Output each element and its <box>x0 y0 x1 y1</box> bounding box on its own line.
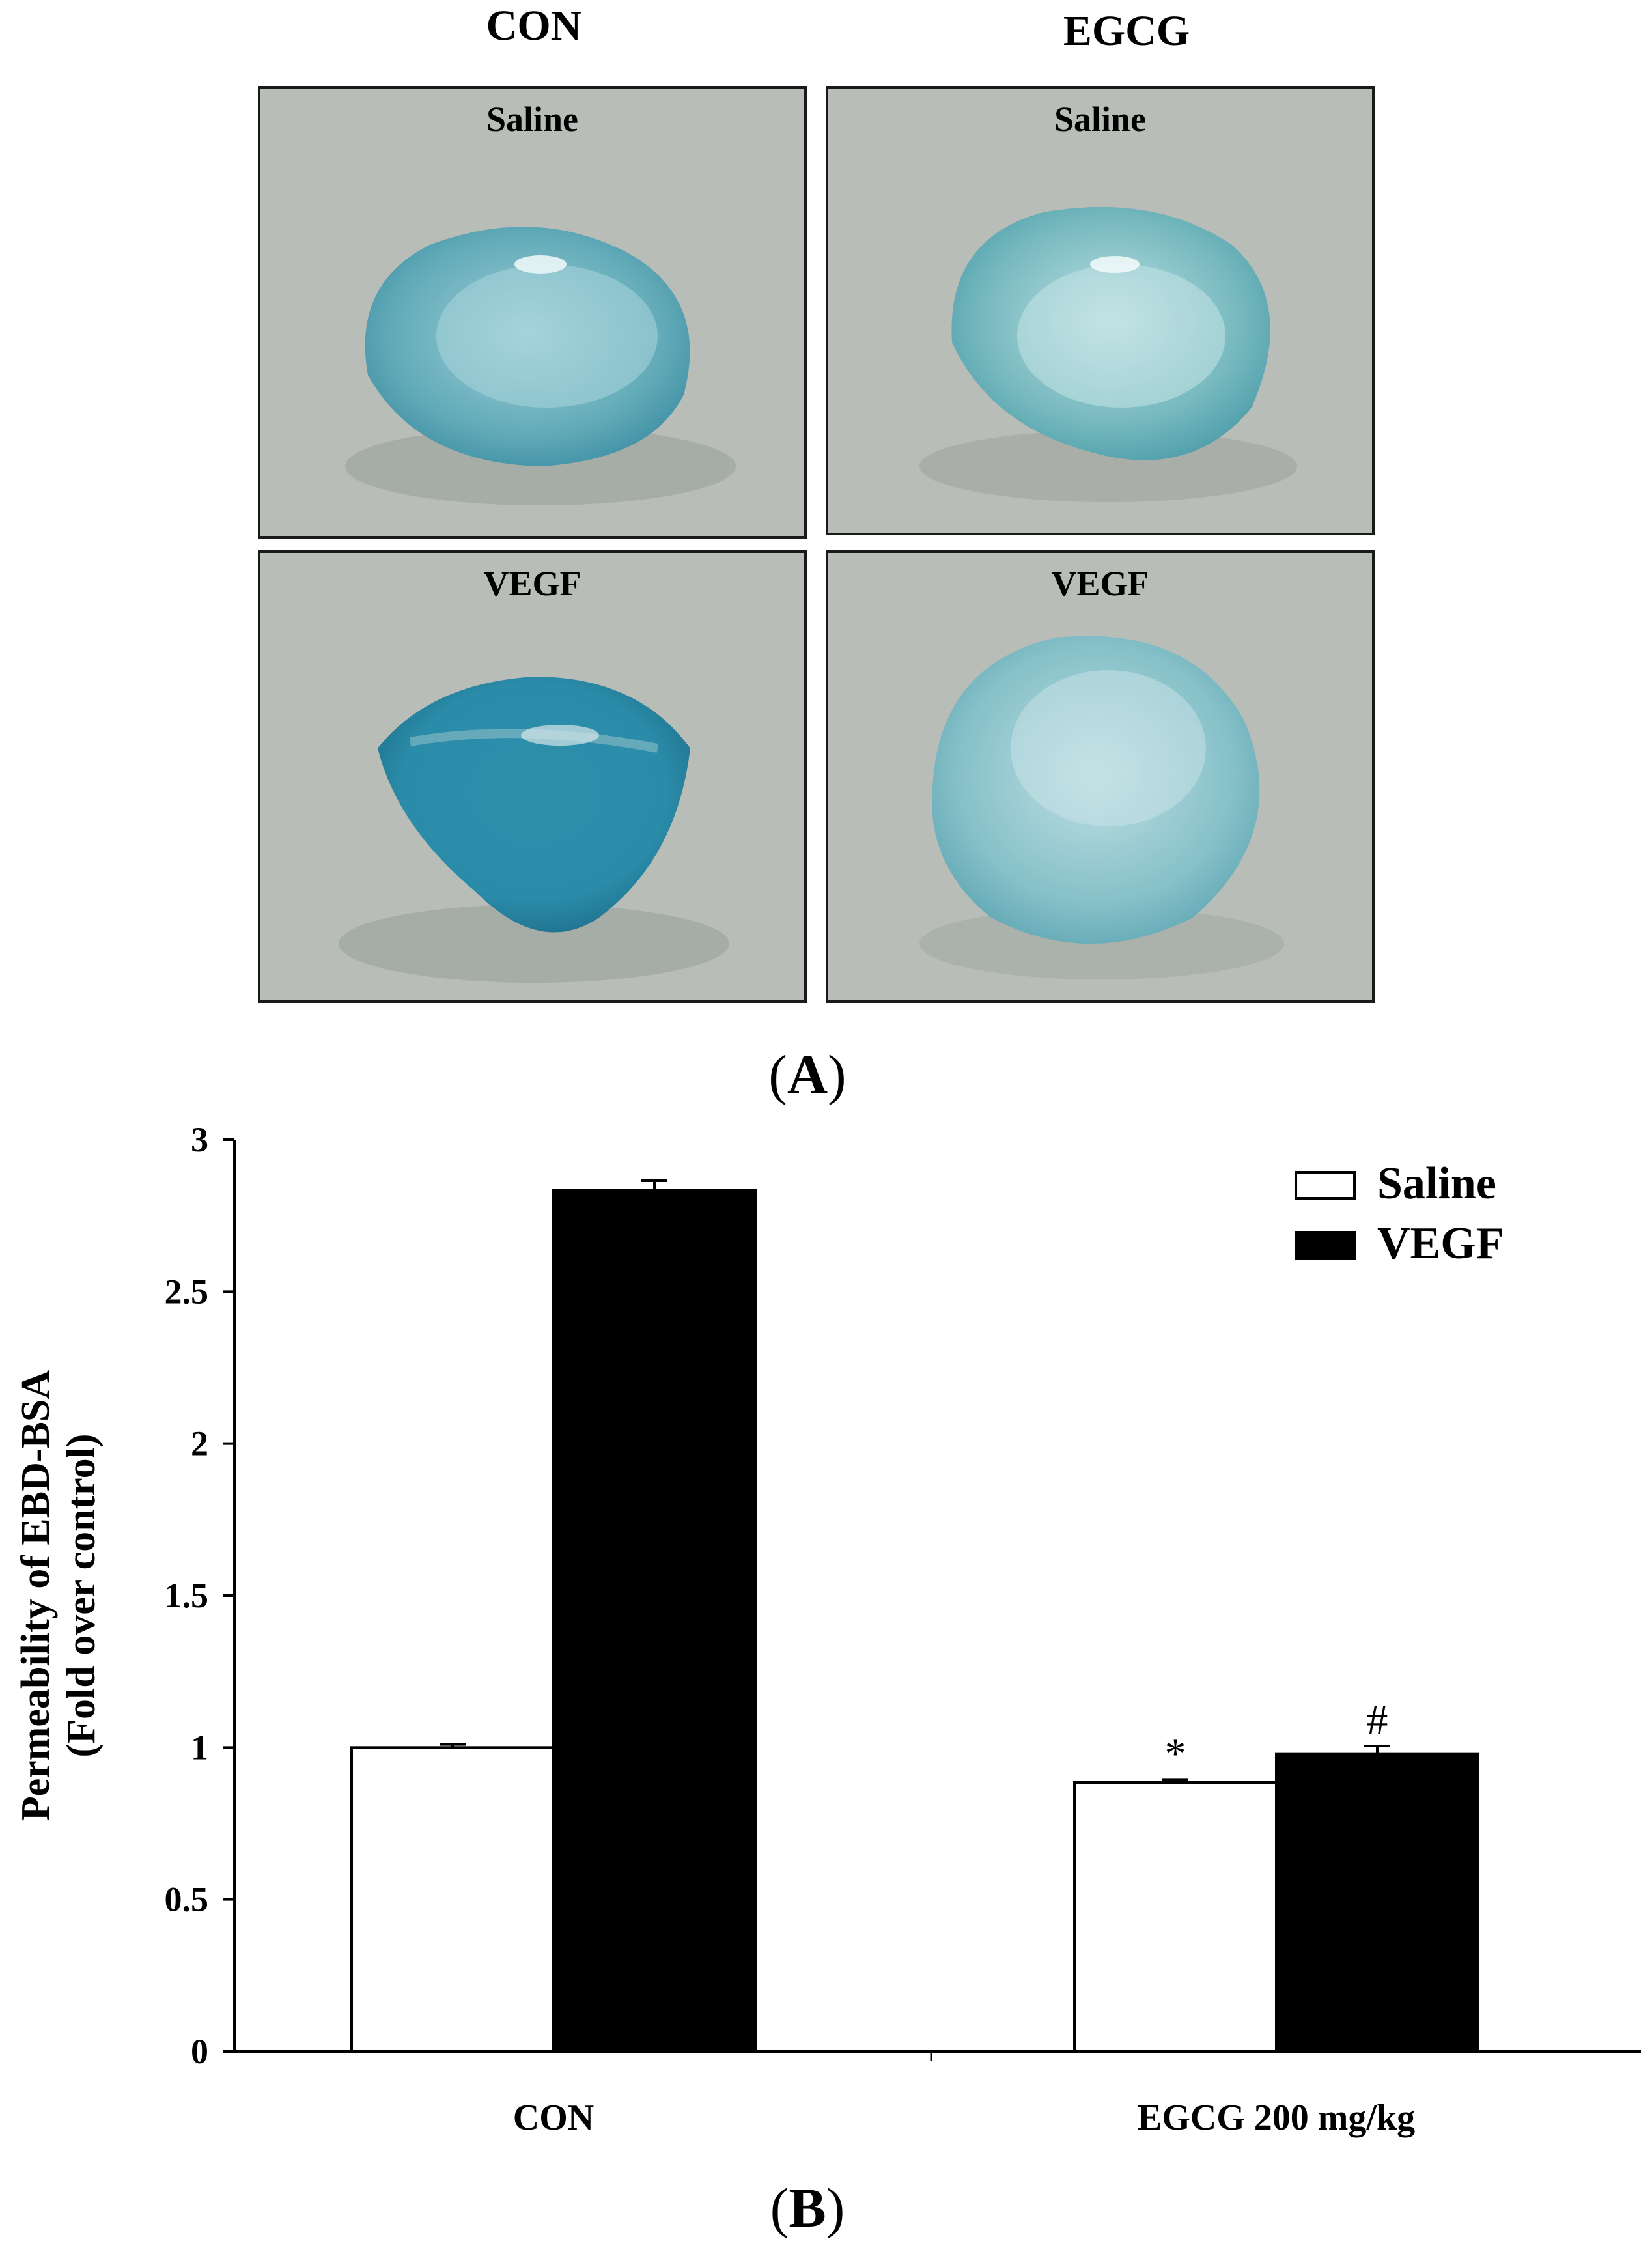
y-tick-label: 0.5 <box>165 1880 209 1919</box>
panel-label-a: (A) <box>710 1042 905 1107</box>
panel-label-open: ( <box>770 2176 789 2239</box>
y-tick-label: 2 <box>191 1424 208 1463</box>
column-header-egcg: EGCG <box>1063 7 1190 55</box>
panel-label-close: ) <box>826 2176 845 2239</box>
eye-image-con-saline <box>345 227 736 505</box>
legend-swatch <box>1295 1171 1356 1200</box>
x-tick-label: CON <box>513 2098 594 2138</box>
photo-con-vegf: VEGF <box>258 550 807 1003</box>
legend-swatch <box>1295 1231 1356 1260</box>
legend-label: VEGF <box>1377 1218 1504 1269</box>
photo-label: VEGF <box>483 564 581 603</box>
photo-label: VEGF <box>1051 564 1149 603</box>
significance-marker: * <box>1165 1730 1186 1777</box>
panel-label-b: (B) <box>710 2175 905 2240</box>
bar <box>552 1189 757 2053</box>
significance-marker: # <box>1367 1697 1388 1744</box>
bar <box>1275 1752 1479 2053</box>
bar <box>1073 1781 1278 2053</box>
eye-image-egcg-vegf <box>919 636 1284 979</box>
bar-chart: 0 0.5 1 1.5 2 2.5 3 Permeability of EBD-BSA (Fol… <box>14 1120 1641 2138</box>
legend-label: Saline <box>1377 1159 1496 1209</box>
panel-label-open: ( <box>768 1043 787 1106</box>
y-axis-label: Permeability of EBD-BSA <box>14 1370 58 1821</box>
y-axis-label: (Fold over control) <box>59 1433 104 1757</box>
x-tick-label: EGCG 200 mg/kg <box>1138 2098 1415 2138</box>
panel-label-close: ) <box>828 1043 847 1106</box>
photo-egcg-vegf: VEGF <box>826 550 1375 1003</box>
column-header-con: CON <box>486 2 582 49</box>
photo-label: Saline <box>486 100 579 139</box>
y-tick-label: 3 <box>191 1120 208 1159</box>
y-tick-label: 1.5 <box>165 1576 209 1615</box>
eye-image-egcg-saline <box>919 206 1297 502</box>
y-tick-label: 0 <box>191 2032 208 2071</box>
eye-image-con-vegf <box>339 677 729 983</box>
y-tick-label: 1 <box>191 1728 208 1767</box>
photo-label: Saline <box>1054 100 1147 139</box>
panel-label-letter: A <box>787 1043 828 1106</box>
bar <box>350 1746 555 2053</box>
photo-egcg-saline: Saline <box>826 86 1375 535</box>
panel-label-letter: B <box>789 2176 826 2239</box>
y-tick-label: 2.5 <box>165 1272 209 1311</box>
photo-con-saline: Saline <box>258 86 807 539</box>
